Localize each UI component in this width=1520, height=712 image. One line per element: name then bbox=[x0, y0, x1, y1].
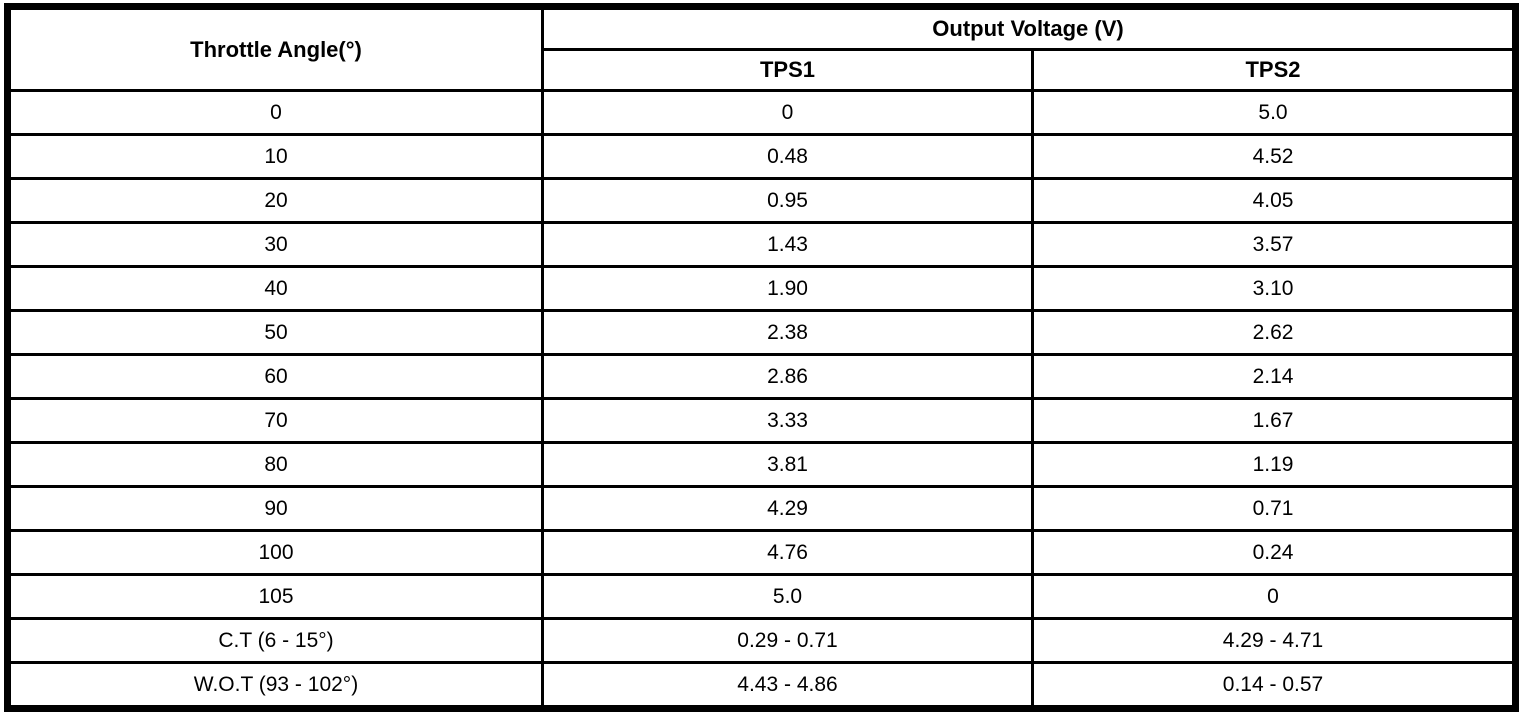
cell-tps2: 5.0 bbox=[1031, 89, 1517, 136]
cell-tps1: 2.86 bbox=[541, 353, 1034, 400]
cell-tps2: 0.71 bbox=[1031, 485, 1517, 532]
cell-tps1: 1.43 bbox=[541, 221, 1034, 268]
cell-angle: 0 bbox=[6, 89, 544, 136]
cell-angle: 60 bbox=[6, 353, 544, 400]
table-row: 100 4.76 0.24 bbox=[6, 529, 1517, 576]
cell-angle: C.T (6 - 15°) bbox=[6, 617, 544, 664]
cell-angle: 80 bbox=[6, 441, 544, 488]
cell-tps1: 2.38 bbox=[541, 309, 1034, 356]
cell-angle: W.O.T (93 - 102°) bbox=[6, 661, 544, 710]
page: Throttle Angle(°) Output Voltage (V) TPS… bbox=[4, 3, 1519, 712]
column-header-tps1: TPS1 bbox=[541, 48, 1034, 92]
cell-tps2: 3.10 bbox=[1031, 265, 1517, 312]
throttle-voltage-table: Throttle Angle(°) Output Voltage (V) TPS… bbox=[4, 3, 1519, 712]
table-row: 40 1.90 3.10 bbox=[6, 265, 1517, 312]
cell-tps1: 3.81 bbox=[541, 441, 1034, 488]
cell-tps1: 0.29 - 0.71 bbox=[541, 617, 1034, 664]
cell-angle: 30 bbox=[6, 221, 544, 268]
table-row: 70 3.33 1.67 bbox=[6, 397, 1517, 444]
cell-tps1: 0.95 bbox=[541, 177, 1034, 224]
cell-tps2: 0.24 bbox=[1031, 529, 1517, 576]
table-row: 80 3.81 1.19 bbox=[6, 441, 1517, 488]
cell-tps2: 1.19 bbox=[1031, 441, 1517, 488]
cell-angle: 40 bbox=[6, 265, 544, 312]
table-row: C.T (6 - 15°) 0.29 - 0.71 4.29 - 4.71 bbox=[6, 617, 1517, 664]
cell-tps1: 3.33 bbox=[541, 397, 1034, 444]
header-row-sub: TPS1 TPS2 bbox=[8, 48, 1517, 92]
cell-tps2: 1.67 bbox=[1031, 397, 1517, 444]
cell-tps1: 5.0 bbox=[541, 573, 1034, 620]
table-row: W.O.T (93 - 102°) 4.43 - 4.86 0.14 - 0.5… bbox=[6, 661, 1517, 710]
cell-tps2: 0.14 - 0.57 bbox=[1031, 661, 1517, 710]
cell-tps2: 0 bbox=[1031, 573, 1517, 620]
table-row: 20 0.95 4.05 bbox=[6, 177, 1517, 224]
cell-tps2: 2.14 bbox=[1031, 353, 1517, 400]
table-row: 0 0 5.0 bbox=[6, 89, 1517, 136]
cell-angle: 70 bbox=[6, 397, 544, 444]
table-row: 60 2.86 2.14 bbox=[6, 353, 1517, 400]
cell-tps2: 3.57 bbox=[1031, 221, 1517, 268]
cell-tps1: 0 bbox=[541, 89, 1034, 136]
cell-tps1: 4.43 - 4.86 bbox=[541, 661, 1034, 710]
cell-tps2: 2.62 bbox=[1031, 309, 1517, 356]
cell-angle: 10 bbox=[6, 133, 544, 180]
table-row: 10 0.48 4.52 bbox=[6, 133, 1517, 180]
column-header-output-voltage: Output Voltage (V) bbox=[541, 5, 1517, 51]
cell-tps1: 1.90 bbox=[541, 265, 1034, 312]
cell-angle: 90 bbox=[6, 485, 544, 532]
header-row-group: Throttle Angle(°) Output Voltage (V) bbox=[6, 5, 1517, 92]
cell-angle: 50 bbox=[6, 309, 544, 356]
table-row: 90 4.29 0.71 bbox=[6, 485, 1517, 532]
cell-tps1: 4.76 bbox=[541, 529, 1034, 576]
table-row: 30 1.43 3.57 bbox=[6, 221, 1517, 268]
cell-tps2: 4.05 bbox=[1031, 177, 1517, 224]
cell-tps1: 4.29 bbox=[541, 485, 1034, 532]
cell-tps2: 4.29 - 4.71 bbox=[1031, 617, 1517, 664]
table-row: 105 5.0 0 bbox=[6, 573, 1517, 620]
table-row: 50 2.38 2.62 bbox=[6, 309, 1517, 356]
cell-tps2: 4.52 bbox=[1031, 133, 1517, 180]
column-header-tps2: TPS2 bbox=[1031, 48, 1517, 92]
cell-angle: 105 bbox=[6, 573, 544, 620]
cell-tps1: 0.48 bbox=[541, 133, 1034, 180]
column-header-throttle-angle: Throttle Angle(°) bbox=[6, 5, 544, 92]
cell-angle: 100 bbox=[6, 529, 544, 576]
cell-angle: 20 bbox=[6, 177, 544, 224]
